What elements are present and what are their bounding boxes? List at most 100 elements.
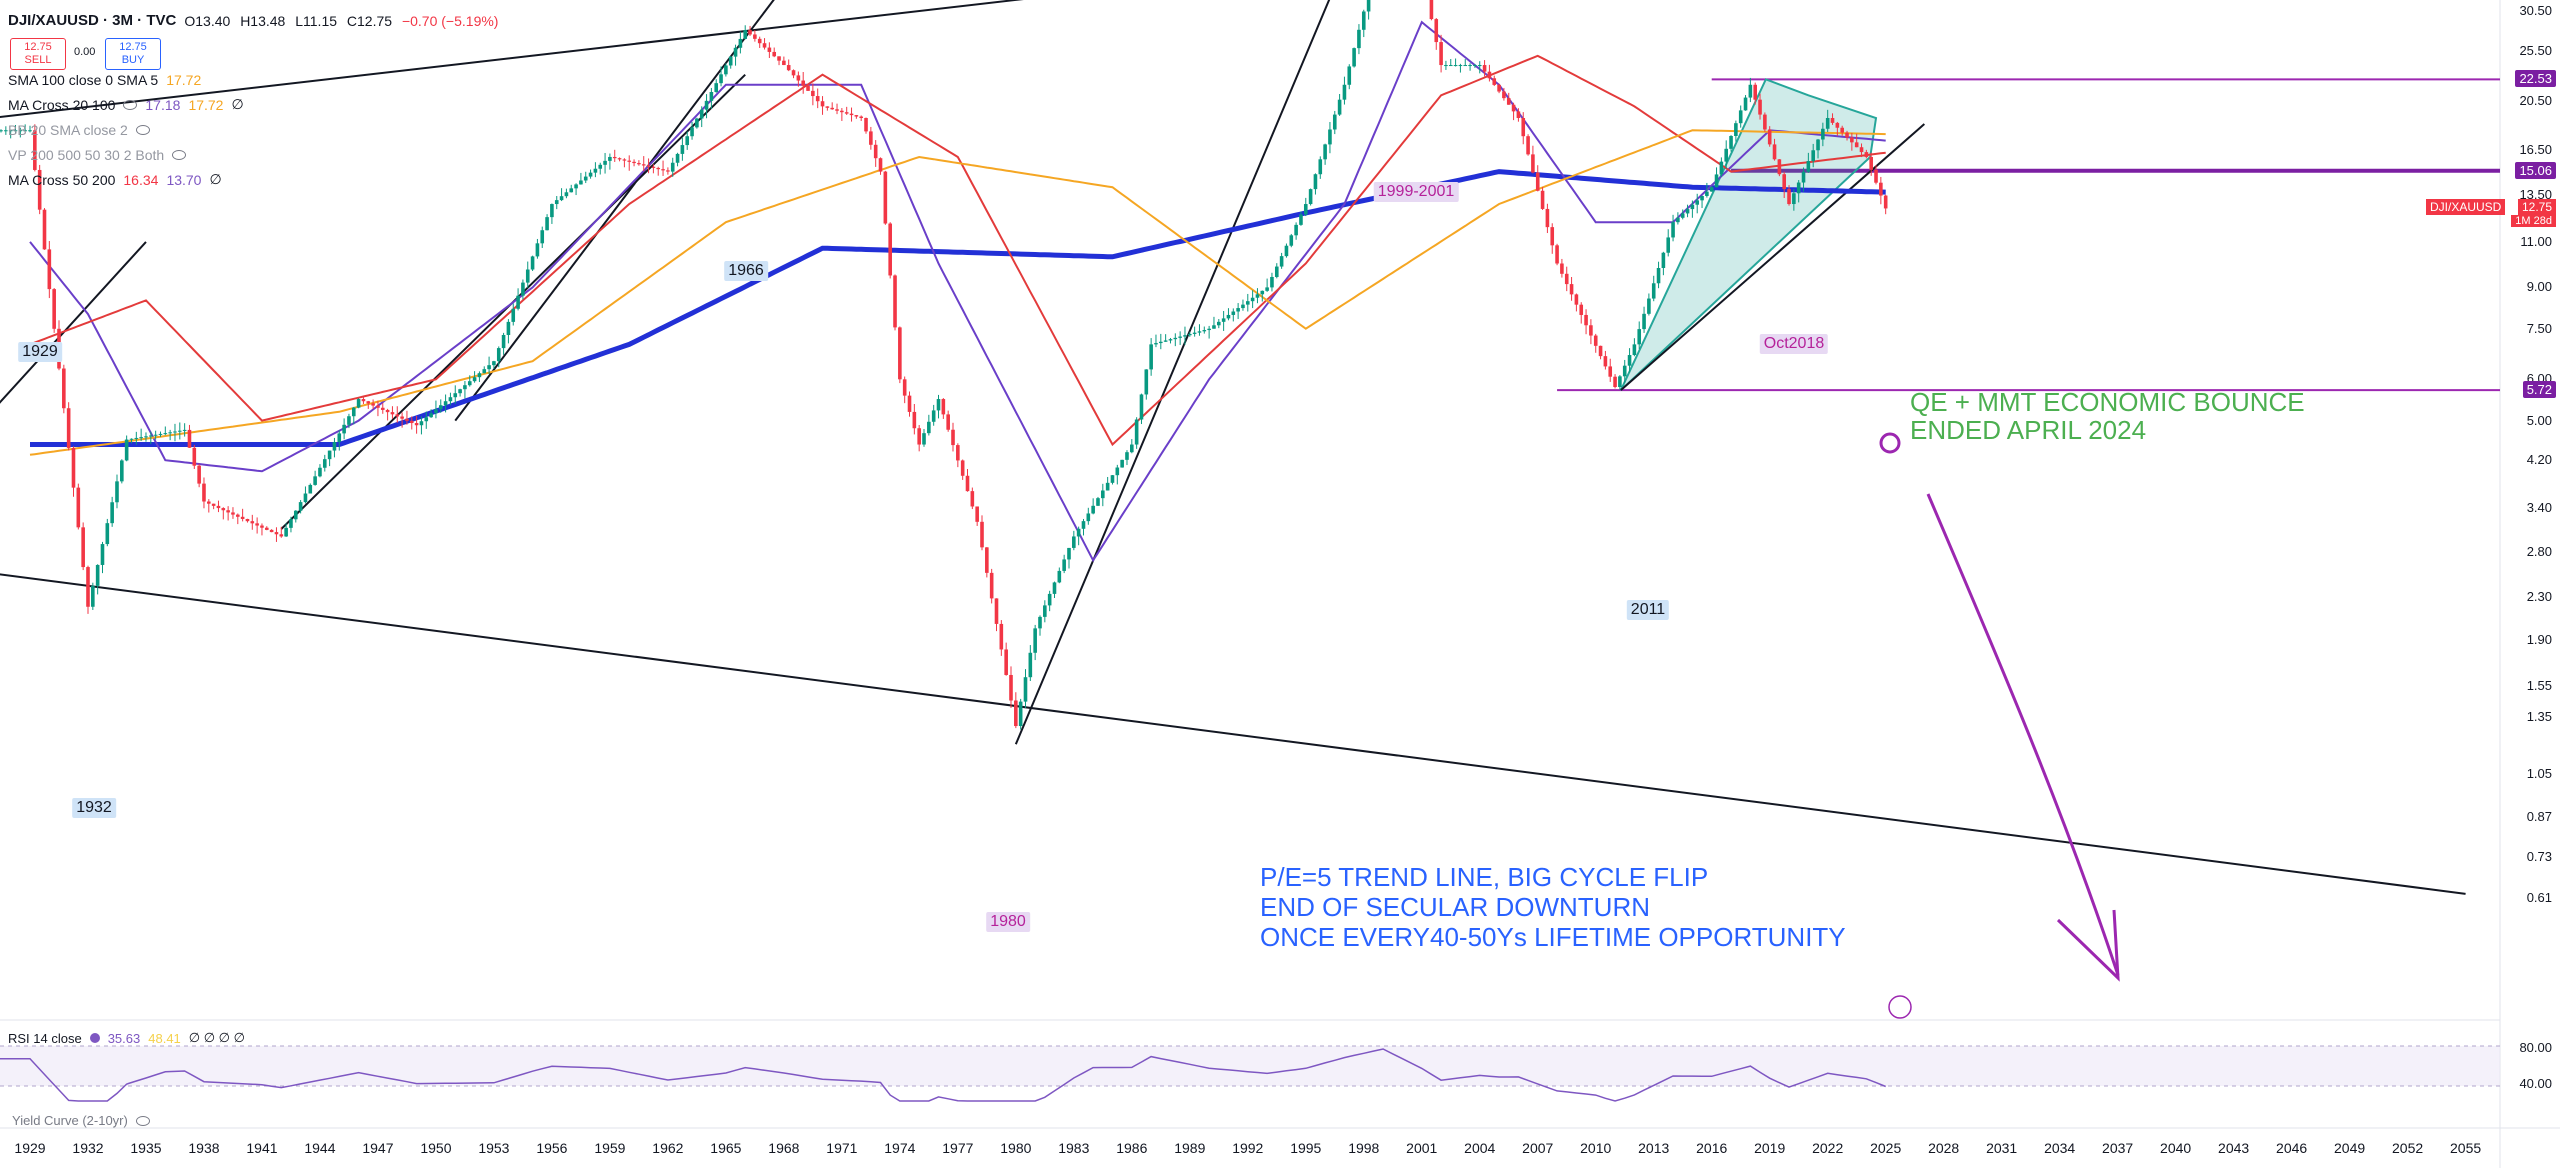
candle-body [806, 85, 810, 91]
indicator-row[interactable]: MA Cross 20 100 17.18 17.72 ∅ [8, 92, 504, 117]
candle-body [980, 521, 984, 548]
price-tick: 13.50 [2519, 187, 2552, 203]
candle-body [835, 109, 839, 111]
indicator-row[interactable]: SMA 100 close 0 SMA 5 17.72 [8, 67, 504, 92]
candle-body [1874, 169, 1878, 183]
candle-body [1753, 84, 1758, 100]
time-tick: 2004 [1464, 1140, 1496, 1156]
time-tick: 1944 [304, 1140, 336, 1156]
candle-body [1134, 419, 1139, 445]
candle-body [1806, 161, 1811, 172]
candle-body [574, 184, 578, 189]
candle-body [1110, 475, 1115, 483]
eye-icon[interactable] [123, 99, 138, 110]
candle-body [8, 130, 13, 132]
buy-button[interactable]: 12.75 BUY [105, 38, 161, 70]
candle-body [1014, 700, 1018, 727]
candle-body [1357, 29, 1361, 49]
candle-body [226, 510, 230, 513]
indicator-row[interactable]: BB 20 SMA close 2 [8, 117, 504, 142]
candle-body [1879, 182, 1883, 196]
candle-body [791, 70, 796, 76]
candle-body [467, 381, 472, 386]
candle-body [496, 348, 501, 362]
candle-body [859, 116, 863, 119]
candle-body [1458, 65, 1463, 67]
candle-body [458, 389, 462, 394]
candle-body [951, 429, 955, 446]
candle-body [129, 438, 134, 440]
eye-icon[interactable] [135, 1115, 150, 1126]
candle-body [52, 289, 56, 329]
candle-body [192, 447, 197, 466]
candle-body [511, 308, 516, 322]
sell-button[interactable]: 12.75 SELL [10, 38, 66, 70]
time-tick: 1956 [536, 1140, 568, 1156]
wedge-support-line [1620, 123, 1925, 391]
candle-body [994, 598, 999, 624]
candle-body [134, 437, 139, 439]
indicator-tail: ∅ [209, 171, 222, 187]
eye-icon[interactable] [172, 149, 187, 160]
candle-body [1043, 605, 1047, 617]
candle-body [274, 532, 279, 535]
ohlc-values: O13.40 H13.48 L11.15 C12.75 −0.70 (−5.19… [184, 13, 504, 29]
candle-body [999, 623, 1004, 650]
candle-body [1816, 139, 1820, 151]
label-1999-2001: 1999-2001 [1373, 182, 1459, 202]
symbol-title[interactable]: DJI/XAUUSD · 3M · TVC [8, 12, 177, 29]
rsi-name[interactable]: RSI 14 close [8, 1030, 82, 1046]
indicator-row[interactable]: VP 200 500 50 30 2 Both [8, 142, 504, 167]
price-tick: 1.90 [2526, 632, 2552, 647]
candle-body [1303, 204, 1308, 215]
candle-body [559, 196, 564, 201]
level-price-tag[interactable]: 15.06 [2515, 161, 2556, 179]
candle-body [1072, 536, 1076, 548]
candle-body [869, 131, 873, 145]
price-tick: 4.20 [2526, 452, 2552, 468]
candle-body [1613, 376, 1617, 388]
candle-body [1473, 65, 1477, 67]
projection-arrowhead [2056, 909, 2120, 982]
indicator-row[interactable]: MA Cross 50 200 16.34 13.70 ∅ [8, 167, 504, 192]
indicator-tail: ∅ [231, 96, 244, 112]
candle-body [308, 484, 313, 494]
candle-body [1569, 284, 1574, 295]
candle-body [1328, 129, 1332, 145]
eye-icon[interactable] [135, 124, 150, 135]
candle-body [757, 38, 762, 44]
candle-body [105, 523, 110, 545]
ma200-line [29, 129, 1886, 456]
buy-label: BUY [121, 54, 145, 66]
candle-body [728, 56, 733, 66]
time-tick: 2046 [2276, 1140, 2308, 1156]
price-tick: 0.61 [2526, 889, 2552, 905]
candle-body [1511, 104, 1516, 112]
candle-body [569, 188, 574, 193]
candle-body [1149, 344, 1153, 370]
candle-body [453, 393, 458, 398]
qe-line-1: QE + MMT ECONOMIC BOUNCE [1910, 387, 2305, 417]
trend-line [0, 0, 1024, 119]
candle-body [443, 401, 448, 406]
candle-body [1366, 0, 1371, 12]
level-price-tag[interactable]: 5.72 [2522, 381, 2556, 399]
time-tick: 2055 [2450, 1140, 2482, 1156]
last-price-tag[interactable]: DJI/XAUUSD 12.75 1M 28d [2426, 199, 2556, 233]
candle-body [1279, 256, 1284, 267]
low-value: L11.15 [295, 12, 338, 29]
candle-body [927, 421, 931, 434]
time-tick: 2052 [2392, 1140, 2424, 1156]
candle-body [1593, 335, 1598, 346]
candle-body [1250, 297, 1255, 302]
candle-body [139, 437, 143, 439]
candle-body [207, 501, 211, 504]
level-price-tag[interactable]: 22.53 [2515, 70, 2556, 88]
breakdown-marker [1879, 432, 1901, 454]
candle-body [144, 436, 148, 438]
candle-body [409, 420, 414, 424]
candle-body [540, 230, 545, 244]
bar-countdown: 1M 28d [2511, 215, 2556, 228]
yield-curve-name[interactable]: Yield Curve (2-10yr) [12, 1113, 128, 1128]
